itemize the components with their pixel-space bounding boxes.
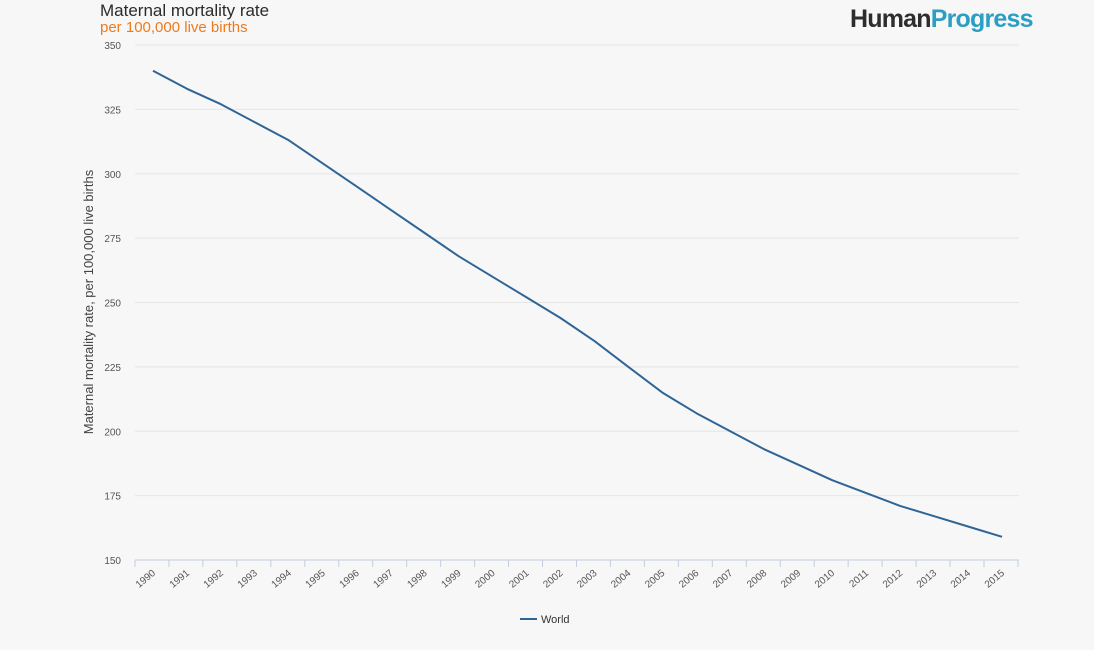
x-tick-label-1996: 1996 <box>338 568 362 591</box>
y-tick-label-175: 175 <box>104 492 121 503</box>
y-tick-label-200: 200 <box>104 427 121 438</box>
data-point-2006[interactable] <box>694 411 698 415</box>
x-tick-label-1995: 1995 <box>304 568 328 591</box>
y-tick-label-350: 350 <box>104 41 121 52</box>
x-tick-label-2010: 2010 <box>813 568 837 591</box>
humanprogress-logo[interactable]: HumanProgress <box>850 4 1034 34</box>
data-point-2003[interactable] <box>592 339 596 343</box>
x-tick-label-2012: 2012 <box>881 568 905 591</box>
x-tick-label-1992: 1992 <box>202 568 226 591</box>
x-tick-label-1991: 1991 <box>168 568 192 591</box>
x-tick-label-2003: 2003 <box>575 568 599 591</box>
x-tick-label-2014: 2014 <box>949 568 973 591</box>
x-tick-label-2009: 2009 <box>779 568 803 591</box>
series-line-world[interactable] <box>152 69 1003 538</box>
x-tick-label-2000: 2000 <box>473 568 497 591</box>
y-tick-label-325: 325 <box>104 105 121 116</box>
y-tick-label-225: 225 <box>104 363 121 374</box>
chart-subtitle: per 100,000 live births <box>100 19 248 36</box>
x-tick-label-2005: 2005 <box>643 568 667 591</box>
data-point-2002[interactable] <box>559 316 563 320</box>
data-point-2014[interactable] <box>966 525 970 529</box>
data-point-1993[interactable] <box>253 120 257 124</box>
y-tick-label-275: 275 <box>104 234 121 245</box>
x-tick-label-1990: 1990 <box>134 568 158 591</box>
x-tick-label-2001: 2001 <box>507 568 531 591</box>
x-tick-label-2007: 2007 <box>711 568 735 591</box>
x-tick-label-1998: 1998 <box>405 568 429 591</box>
y-axis-label: Maternal mortality rate, per 100,000 liv… <box>81 169 96 434</box>
x-tick-label-2008: 2008 <box>745 568 769 591</box>
data-point-1995[interactable] <box>321 161 325 165</box>
data-point-2000[interactable] <box>491 275 495 279</box>
x-tick-label-2011: 2011 <box>848 568 872 591</box>
legend[interactable]: World <box>520 614 570 626</box>
y-tick-label-150: 150 <box>104 556 121 567</box>
data-point-1999[interactable] <box>457 254 461 258</box>
x-tick-label-1993: 1993 <box>236 568 260 591</box>
data-point-1992[interactable] <box>219 102 223 106</box>
data-point-2011[interactable] <box>864 491 868 495</box>
data-point-2009[interactable] <box>796 463 800 467</box>
y-tick-label-250: 250 <box>104 299 121 310</box>
x-tick-label-2013: 2013 <box>915 568 939 591</box>
data-point-1994[interactable] <box>287 138 291 142</box>
data-point-1998[interactable] <box>423 231 427 235</box>
x-tick-label-2015: 2015 <box>983 568 1007 591</box>
data-point-1991[interactable] <box>185 87 189 91</box>
data-point-1997[interactable] <box>389 208 393 212</box>
x-tick-label-1994: 1994 <box>270 568 294 591</box>
y-tick-label-300: 300 <box>104 170 121 181</box>
grid-lines <box>135 44 1019 497</box>
x-tick-label-1997: 1997 <box>372 568 396 591</box>
logo-text-progress: Progress <box>930 5 1034 33</box>
data-point-2012[interactable] <box>898 504 902 508</box>
data-point-2008[interactable] <box>762 447 766 451</box>
x-tick-label-2006: 2006 <box>677 568 701 591</box>
y-axis-ticks: 150 175 200 225 250 275 300 325 350 <box>104 41 121 567</box>
data-point-2007[interactable] <box>728 429 732 433</box>
data-point-1996[interactable] <box>355 185 359 189</box>
data-point-2015[interactable] <box>1000 535 1004 539</box>
logo-text-human: Human <box>850 5 932 33</box>
data-point-2001[interactable] <box>525 295 529 299</box>
legend-label-world: World <box>541 614 570 626</box>
data-point-2010[interactable] <box>830 478 834 482</box>
x-tick-label-1999: 1999 <box>439 568 463 591</box>
data-point-2005[interactable] <box>660 391 664 395</box>
x-tick-label-2004: 2004 <box>609 568 633 591</box>
series-group <box>151 69 1004 539</box>
chart-title: Maternal mortality rate <box>100 1 270 20</box>
data-point-1990[interactable] <box>151 69 155 73</box>
data-point-2004[interactable] <box>626 365 630 369</box>
data-point-2013[interactable] <box>932 514 936 518</box>
x-tick-label-2002: 2002 <box>541 568 565 591</box>
x-axis: 1990 1991 1992 1993 1994 1995 1996 1997 1998 1999… <box>134 559 1019 591</box>
